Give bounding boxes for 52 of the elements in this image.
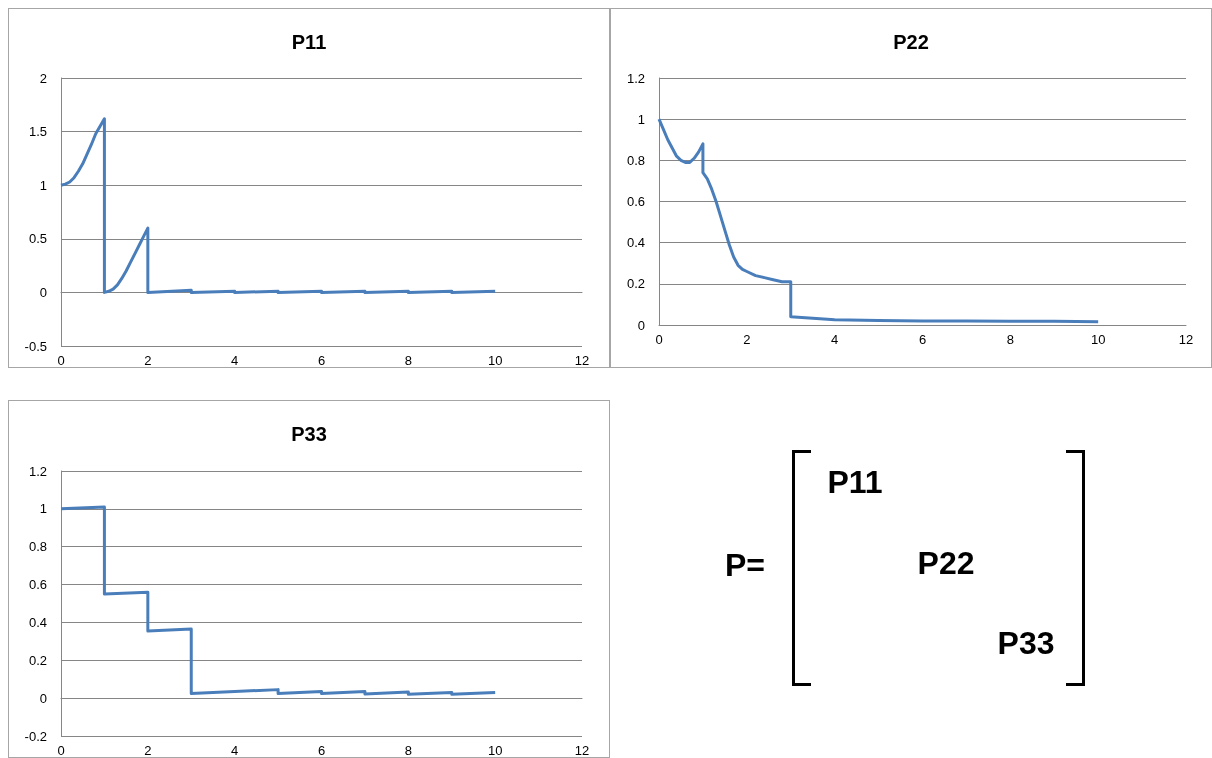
x-tick-label: 0 [57, 353, 65, 368]
x-tick-label: 6 [317, 743, 326, 758]
text: P22 [917, 544, 975, 582]
y-tick-label: 0 [637, 317, 645, 333]
x-tick-label: 12 [574, 353, 590, 368]
y-tick-label: 0.5 [28, 231, 47, 247]
x-tick-label: 4 [231, 743, 239, 758]
x-tick-label: 4 [831, 332, 839, 347]
line-series [657, 117, 1100, 324]
y-tick-label: 2 [39, 70, 47, 86]
line-series [59, 117, 497, 294]
y-tick-label: -0.2 [24, 728, 47, 744]
y-tick-label: 0 [39, 284, 47, 300]
y-tick-label: 1.2 [28, 463, 47, 479]
y-tick-label: 0.2 [28, 652, 47, 668]
x-tick-label: 8 [404, 743, 412, 758]
x-tick-label: 6 [317, 353, 326, 368]
y-tick-label: 0.2 [626, 276, 645, 292]
x-tick-label: 6 [918, 332, 927, 347]
chart-title: P22 [893, 31, 929, 53]
x-tick-label: 4 [231, 353, 239, 368]
x-tick-label: 12 [574, 743, 590, 758]
y-tick-label: 0.4 [28, 614, 47, 630]
y-tick-label: 0.8 [28, 539, 47, 555]
x-tick-label: 10 [487, 353, 503, 368]
y-tick-label: 1.5 [28, 124, 47, 140]
x-tick-label: 10 [487, 743, 503, 758]
line-series [59, 505, 497, 696]
x-tick-label: 12 [1178, 332, 1194, 347]
y-tick-label: -0.5 [24, 338, 47, 354]
x-tick-label: 8 [1006, 332, 1014, 347]
y-tick-label: 0 [39, 690, 47, 706]
x-tick-label: 2 [144, 353, 152, 368]
x-tick-label: 0 [57, 743, 65, 758]
text: P33 [997, 624, 1055, 662]
x-tick-label: 8 [404, 353, 412, 368]
y-tick-label: 0.6 [626, 194, 645, 209]
x-tick-label: 2 [144, 743, 152, 758]
text: P= [724, 546, 766, 584]
y-tick-label: 1 [39, 177, 47, 193]
chart-title: P11 [291, 31, 327, 53]
y-tick-label: 1 [39, 501, 47, 517]
x-tick-label: 2 [743, 332, 751, 347]
x-tick-label: 10 [1090, 332, 1106, 347]
x-tick-label: 0 [655, 332, 663, 347]
y-tick-label: 0.8 [626, 152, 645, 168]
chart-title: P33 [291, 423, 327, 445]
y-tick-label: 0.4 [626, 235, 645, 251]
text: P11 [827, 463, 883, 501]
y-tick-label: 1.2 [626, 70, 645, 86]
y-tick-label: 1 [637, 111, 645, 127]
y-tick-label: 0.6 [28, 577, 47, 593]
